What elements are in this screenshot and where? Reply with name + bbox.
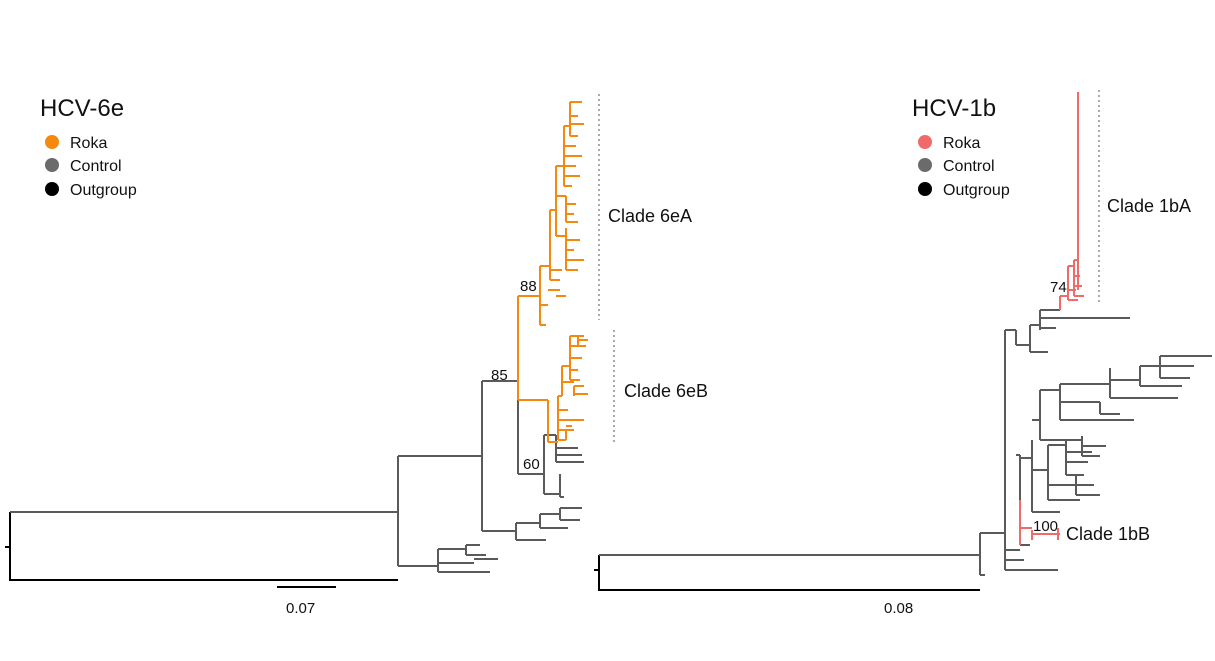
clade-label-1bb: Clade 1bB: [1066, 524, 1150, 544]
clade-label-6eb: Clade 6eB: [624, 381, 708, 401]
tree-control-branches-6e: [10, 380, 584, 573]
legend-dot-control: [918, 158, 932, 172]
tree-outgroup-branches-6e: [5, 512, 398, 581]
bootstrap-88: 88: [520, 278, 537, 295]
panel-hcv-6e: HCV-6e Roka Control Outgroup: [5, 94, 708, 617]
legend-label-roka: Roka: [70, 135, 107, 152]
bootstrap-100: 100: [1033, 518, 1058, 535]
tree-roka-branches-1b: [1019, 92, 1084, 545]
scale-label-1b: 0.08: [884, 600, 913, 617]
tree-roka-branches-6e: [517, 101, 588, 443]
tree-control-branches-1b: [599, 309, 1212, 576]
legend-label-outgroup: Outgroup: [943, 182, 1010, 199]
clade-label-6ea: Clade 6eA: [608, 206, 692, 226]
panel-hcv-1b: HCV-1b Roka Control Outgroup: [594, 90, 1212, 617]
scale-bar-6e: 0.07: [277, 586, 336, 617]
clade-brackets-6e: [598, 94, 615, 444]
legend-dot-outgroup: [45, 182, 59, 196]
legend-label-control: Control: [70, 158, 122, 175]
bootstrap-74: 74: [1050, 279, 1067, 296]
bootstrap-60: 60: [523, 456, 540, 473]
scale-label-6e: 0.07: [286, 600, 315, 617]
legend-label-roka: Roka: [943, 135, 980, 152]
bootstrap-85: 85: [491, 367, 508, 384]
legend-label-control: Control: [943, 158, 995, 175]
legend-dot-roka: [45, 135, 59, 149]
legend-hcv-6e: Roka Control Outgroup: [45, 135, 137, 199]
panel-title-hcv-1b: HCV-1b: [912, 95, 996, 122]
legend-hcv-1b: Roka Control Outgroup: [918, 135, 1010, 199]
legend-dot-outgroup: [918, 182, 932, 196]
legend-label-outgroup: Outgroup: [70, 182, 137, 199]
legend-dot-roka: [918, 135, 932, 149]
clade-label-1ba: Clade 1bA: [1107, 196, 1191, 216]
tree-outgroup-branches-1b: [594, 555, 980, 591]
panel-title-hcv-6e: HCV-6e: [40, 95, 124, 122]
legend-dot-control: [45, 158, 59, 172]
scale-bar-1b: 0.08: [870, 589, 937, 617]
